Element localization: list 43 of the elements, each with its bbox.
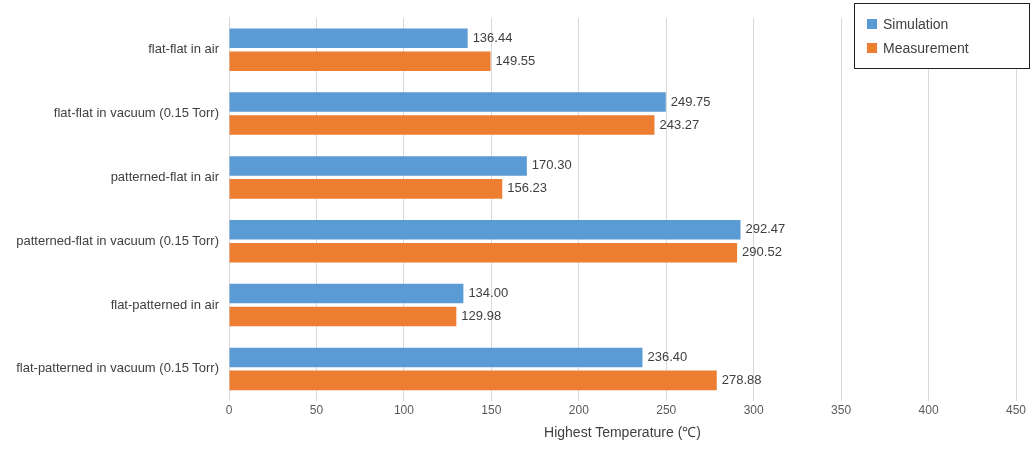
bar: [229, 347, 643, 368]
x-tick-label: 100: [393, 403, 415, 418]
legend-label: Simulation: [883, 16, 949, 32]
data-label: 134.00: [468, 285, 509, 301]
bar: [229, 51, 491, 71]
x-tick-label: 50: [309, 403, 324, 418]
data-label: 243.27: [659, 116, 700, 132]
x-tick-label: 450: [1005, 403, 1027, 418]
y-tick-label: patterned-flat in air: [110, 168, 220, 184]
bar: [229, 242, 738, 263]
x-tick-label: 200: [568, 403, 590, 418]
x-tick-label: 350: [831, 403, 852, 418]
x-tick-label: 250: [656, 403, 677, 418]
data-label: 292.47: [745, 221, 786, 237]
data-label: 236.40: [647, 348, 688, 364]
data-label: 129.98: [461, 308, 502, 324]
x-tick-label: 300: [743, 403, 765, 418]
bar: [229, 370, 717, 391]
x-tick-label: 150: [481, 403, 502, 418]
y-tick-label: flat-patterned in vacuum (0.15 Torr): [16, 360, 220, 376]
data-label: 278.88: [721, 371, 762, 387]
y-tick-label: flat-patterned in air: [110, 296, 220, 312]
y-tick-label: flat-flat in air: [148, 41, 220, 57]
y-tick-label: flat-flat in vacuum (0.15 Torr): [53, 105, 220, 121]
x-axis-title: Highest Temperature (℃): [544, 424, 701, 441]
y-tick-label: patterned-flat in vacuum (0.15 Torr): [16, 232, 220, 248]
legend-label: Measurement: [883, 40, 969, 56]
bar: [229, 179, 503, 199]
data-label: 170.30: [531, 157, 572, 173]
bar: [229, 92, 666, 112]
x-tick-label: 400: [918, 403, 939, 418]
data-label: 149.55: [495, 52, 536, 68]
bar: [229, 219, 741, 240]
bar: [229, 28, 468, 48]
bar: [229, 283, 464, 304]
data-label: 156.23: [507, 180, 548, 196]
bar: [229, 156, 527, 176]
bar: [229, 115, 655, 135]
data-label: 136.44: [472, 29, 513, 45]
data-label: 249.75: [670, 93, 711, 109]
x-tick-label: 0: [225, 403, 233, 418]
bar: [229, 306, 457, 327]
data-label: 290.52: [742, 244, 782, 260]
